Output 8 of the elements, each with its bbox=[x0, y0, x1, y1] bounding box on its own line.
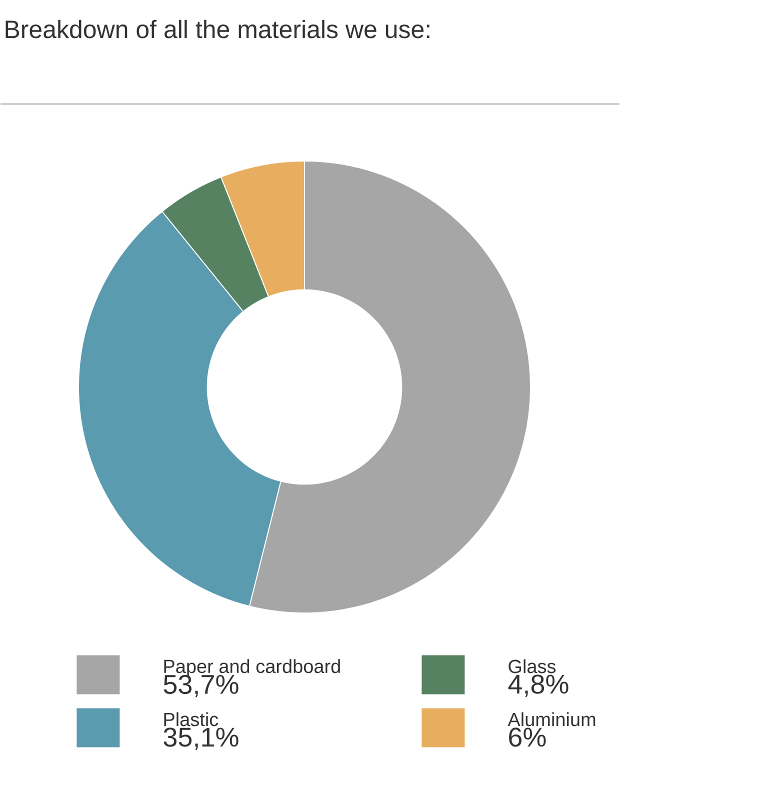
legend-label: Glass bbox=[508, 659, 556, 674]
chart-title: Breakdown of all the materials we use: bbox=[6, 20, 430, 38]
legend-label: Plastic bbox=[164, 712, 218, 726]
data-label: 53,7% bbox=[164, 674, 238, 698]
data-label: 35,1% bbox=[164, 728, 238, 750]
legend-label: Aluminium bbox=[508, 712, 596, 726]
data-label: 4,8% bbox=[508, 674, 568, 697]
data-label: 6% bbox=[509, 728, 546, 747]
